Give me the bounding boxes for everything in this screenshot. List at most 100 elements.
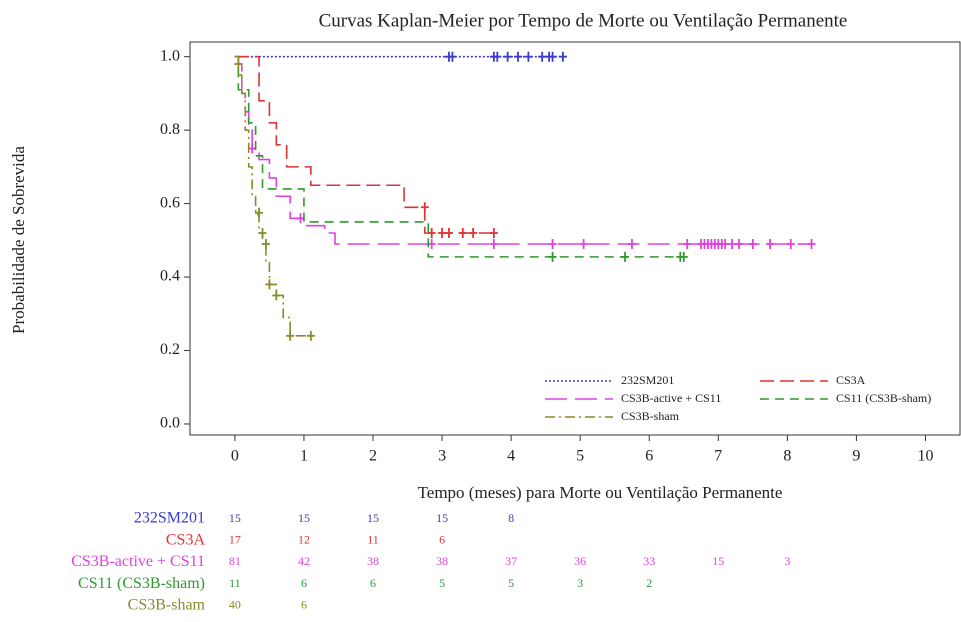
censor-mark [438, 227, 447, 238]
x-tick-label: 7 [714, 448, 722, 465]
survival-curve [234, 55, 684, 258]
survival-curve [234, 55, 812, 245]
y-tick-label: 1.0 [160, 47, 180, 64]
at-risk-label: CS3B-sham [128, 596, 206, 613]
at-risk-count: 5 [508, 576, 514, 590]
censor-mark [234, 59, 243, 70]
at-risk-label: CS3A [166, 531, 206, 548]
y-tick-label: 0.6 [160, 194, 180, 211]
at-risk-count: 17 [229, 532, 241, 546]
censor-mark [538, 51, 547, 62]
censor-mark [258, 227, 267, 238]
survival-curve [234, 55, 494, 234]
censor-mark [444, 227, 453, 238]
censor-mark [469, 227, 478, 238]
censor-mark [420, 202, 429, 213]
censor-mark [683, 239, 692, 250]
legend-label: CS3B-active + CS11 [621, 391, 721, 405]
at-risk-count: 42 [298, 554, 310, 568]
at-risk-label: CS11 (CS3B-sham) [78, 575, 205, 592]
at-risk-count: 33 [643, 554, 655, 568]
at-risk-count: 6 [370, 576, 376, 590]
censor-mark [255, 207, 264, 218]
at-risk-count: 11 [367, 532, 379, 546]
x-tick-label: 8 [783, 448, 791, 465]
censor-mark [579, 239, 588, 250]
plot-frame [189, 41, 961, 436]
at-risk-count: 15 [229, 511, 241, 525]
censor-mark [548, 251, 557, 262]
censor-mark [735, 239, 744, 250]
censor-mark [548, 239, 557, 250]
at-risk-label: CS3B-active + CS11 [71, 553, 205, 570]
censor-mark [489, 239, 498, 250]
x-axis-label: Tempo (meses) para Morte ou Ventilação P… [418, 483, 783, 502]
censor-mark [427, 227, 436, 238]
at-risk-count: 12 [298, 532, 310, 546]
legend-label: CS3B-sham [621, 409, 680, 423]
censor-mark [514, 51, 523, 62]
at-risk-count: 40 [229, 598, 241, 612]
censor-mark [766, 239, 775, 250]
censor-mark [493, 51, 502, 62]
y-tick-label: 0.8 [160, 121, 180, 138]
censor-mark [679, 251, 688, 262]
survival-curve [234, 55, 311, 337]
at-risk-count: 15 [436, 511, 448, 525]
at-risk-count: 8 [508, 511, 514, 525]
at-risk-count: 6 [301, 576, 307, 590]
censor-mark [448, 51, 457, 62]
at-risk-count: 81 [229, 554, 241, 568]
at-risk-label: 232SM201 [134, 510, 205, 527]
at-risk-count: 15 [367, 511, 379, 525]
at-risk-count: 2 [646, 576, 652, 590]
censor-mark [261, 239, 270, 250]
x-tick-label: 10 [917, 448, 933, 465]
x-tick-label: 0 [231, 448, 239, 465]
censor-mark [272, 290, 281, 301]
censor-mark [265, 279, 274, 290]
censor-mark [306, 330, 315, 341]
at-risk-count: 5 [439, 576, 445, 590]
at-risk-count: 38 [367, 554, 379, 568]
censor-mark [524, 51, 533, 62]
at-risk-count: 15 [712, 554, 724, 568]
y-tick-label: 0.0 [160, 415, 180, 432]
censor-mark [721, 239, 730, 250]
x-tick-label: 5 [576, 448, 584, 465]
at-risk-count: 38 [436, 554, 448, 568]
censor-mark [748, 239, 757, 250]
at-risk-count: 6 [439, 532, 445, 546]
at-risk-count: 36 [574, 554, 586, 568]
legend-label: CS11 (CS3B-sham) [836, 391, 931, 405]
at-risk-count: 3 [577, 576, 583, 590]
x-tick-label: 3 [438, 448, 446, 465]
censor-mark [548, 51, 557, 62]
censor-mark [786, 239, 795, 250]
x-tick-label: 9 [852, 448, 860, 465]
at-risk-count: 37 [505, 554, 517, 568]
censor-mark [621, 251, 630, 262]
censor-mark [489, 227, 498, 238]
censor-mark [458, 227, 467, 238]
legend-label: CS3A [836, 373, 866, 387]
y-tick-label: 0.2 [160, 341, 180, 358]
x-tick-label: 1 [300, 448, 308, 465]
at-risk-count: 11 [229, 576, 241, 590]
at-risk-count: 3 [784, 554, 790, 568]
censor-mark [728, 239, 737, 250]
x-tick-label: 2 [369, 448, 377, 465]
x-tick-label: 6 [645, 448, 653, 465]
y-tick-label: 0.4 [160, 268, 180, 285]
legend-label: 232SM201 [621, 373, 674, 387]
at-risk-count: 15 [298, 511, 310, 525]
censor-mark [503, 51, 512, 62]
chart-title: Curvas Kaplan-Meier por Tempo de Morte o… [319, 10, 848, 31]
censor-mark [558, 51, 567, 62]
x-tick-label: 4 [507, 448, 515, 465]
censor-mark [286, 330, 295, 341]
y-axis-label: Probabilidade de Sobrevida [9, 146, 28, 334]
at-risk-count: 6 [301, 598, 307, 612]
censor-mark [807, 239, 816, 250]
